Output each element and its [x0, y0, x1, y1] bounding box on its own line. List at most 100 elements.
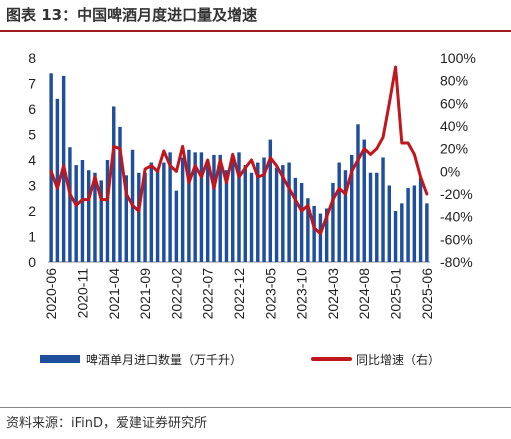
bar-2025-01	[393, 211, 398, 262]
chart-area: 0 1 2 3 4 5 6 7 8 100% 80% 60% 40% 20% 0% -20% -40% -60%…	[28, 50, 476, 367]
figure-title: 图表 13：中国啤酒月度进口量及增速	[6, 6, 258, 24]
x-tick-2020-06: 2020-06	[43, 268, 59, 320]
yoy-point-2021-05	[118, 147, 122, 150]
bar-2023-04	[262, 157, 266, 262]
bar-2022-03	[180, 157, 185, 262]
legend: 啤酒单月进口数量（万千升） 同比增速（右）	[40, 352, 440, 367]
yoy-point-2023-05	[269, 156, 272, 160]
x-axis-labels: 2020-06 2020-11 2021-04 2021-09 2022-02 2022-…	[43, 268, 435, 320]
line-series	[49, 65, 429, 236]
yoy-point-2021-03	[106, 198, 109, 201]
left-tick-8: 8	[28, 50, 36, 66]
x-tick-2022-12: 2022-12	[231, 268, 247, 320]
yoy-point-2020-12	[87, 198, 90, 201]
right-tick--20%: -20%	[440, 186, 473, 202]
yoy-point-2023-02	[250, 158, 253, 162]
left-axis-labels: 0 1 2 3 4 5 6 7 8	[28, 50, 36, 270]
left-tick-7: 7	[28, 76, 36, 92]
yoy-point-2020-10	[74, 204, 78, 207]
x-tick-2021-09: 2021-09	[137, 268, 153, 320]
yoy-point-2023-11	[306, 204, 310, 207]
bar-2025-05	[418, 177, 423, 262]
bar-2023-01	[243, 165, 247, 262]
yoy-point-2023-12	[312, 226, 316, 230]
bar-series	[49, 73, 429, 262]
yoy-point-2022-12	[237, 175, 241, 179]
yoy-point-2022-02	[175, 170, 178, 173]
bar-2020-12	[86, 170, 91, 262]
yoy-point-2021-06	[124, 192, 128, 196]
bar-2021-04	[112, 106, 116, 262]
bar-2023-09	[293, 177, 298, 262]
yoy-point-2022-05	[193, 164, 197, 167]
yoy-point-2024-05	[344, 192, 347, 196]
yoy-point-2022-10	[225, 181, 228, 184]
legend-bar-swatch	[40, 355, 80, 363]
bar-2023-12	[312, 205, 316, 262]
yoy-point-2020-09	[68, 192, 72, 196]
bar-2024-12	[387, 185, 392, 262]
left-tick-1: 1	[28, 229, 36, 245]
yoy-point-2024-06	[350, 170, 354, 173]
bar-2023-08	[287, 162, 291, 262]
bar-2025-02	[400, 203, 404, 262]
right-tick-20%: 20%	[440, 141, 468, 157]
left-tick-5: 5	[28, 127, 36, 143]
yoy-point-2023-09	[294, 198, 297, 201]
bar-2020-11	[80, 160, 85, 262]
yoy-point-2020-07	[56, 187, 59, 190]
left-tick-0: 0	[28, 254, 36, 270]
yoy-point-2021-11	[156, 170, 159, 173]
bar-2021-09	[143, 172, 147, 262]
yoy-point-2023-01	[243, 166, 247, 170]
bar-2024-11	[381, 157, 385, 262]
bar-2024-02	[324, 208, 329, 262]
bar-2021-06	[124, 175, 128, 262]
yoy-point-2025-01	[394, 65, 397, 69]
left-tick-2: 2	[28, 203, 36, 219]
bar-2022-10	[224, 170, 229, 262]
bar-2021-05	[118, 126, 122, 262]
yoy-point-2022-01	[168, 164, 172, 167]
yoy-point-2025-04	[413, 153, 416, 156]
yoy-point-2020-11	[81, 198, 84, 201]
yoy-point-2024-03	[331, 198, 335, 201]
yoy-point-2024-10	[375, 147, 379, 150]
yoy-point-2023-06	[275, 164, 278, 167]
yoy-point-2025-05	[419, 175, 422, 179]
yoy-point-2021-12	[162, 149, 166, 153]
left-tick-3: 3	[28, 178, 36, 194]
bar-2024-09	[368, 172, 373, 262]
yoy-point-2024-08	[362, 147, 366, 150]
bar-2023-11	[306, 198, 310, 262]
x-tick-2021-04: 2021-04	[106, 268, 122, 320]
right-tick--60%: -60%	[440, 231, 473, 247]
bar-2024-08	[362, 139, 366, 262]
bar-2020-06	[49, 73, 53, 262]
right-tick-0%: 0%	[440, 163, 460, 179]
bar-2024-01	[318, 213, 323, 262]
bar-2022-09	[218, 154, 222, 262]
yoy-point-2024-07	[356, 158, 360, 162]
right-tick-100%: 100%	[440, 50, 476, 66]
yoy-point-2020-08	[62, 164, 65, 167]
bar-2020-07	[55, 98, 60, 262]
bar-2022-02	[174, 190, 179, 262]
x-tick-2023-05: 2023-05	[262, 268, 278, 320]
bar-2023-06	[274, 167, 279, 262]
yoy-point-2022-08	[212, 187, 216, 190]
bar-2023-05	[268, 139, 273, 262]
yoy-point-2021-04	[112, 145, 116, 148]
bar-2022-05	[193, 152, 197, 262]
bar-2020-09	[68, 147, 72, 262]
yoy-point-2022-07	[206, 158, 209, 162]
bar-2025-03	[406, 188, 410, 262]
bar-2025-06	[425, 203, 429, 262]
bar-2023-10	[299, 182, 304, 262]
bar-2020-10	[74, 165, 78, 262]
bar-2022-08	[212, 154, 216, 262]
bar-2022-06	[199, 152, 204, 262]
source-divider	[0, 407, 511, 408]
right-tick-40%: 40%	[440, 118, 468, 134]
legend-line-label: 同比增速（右）	[356, 352, 440, 367]
